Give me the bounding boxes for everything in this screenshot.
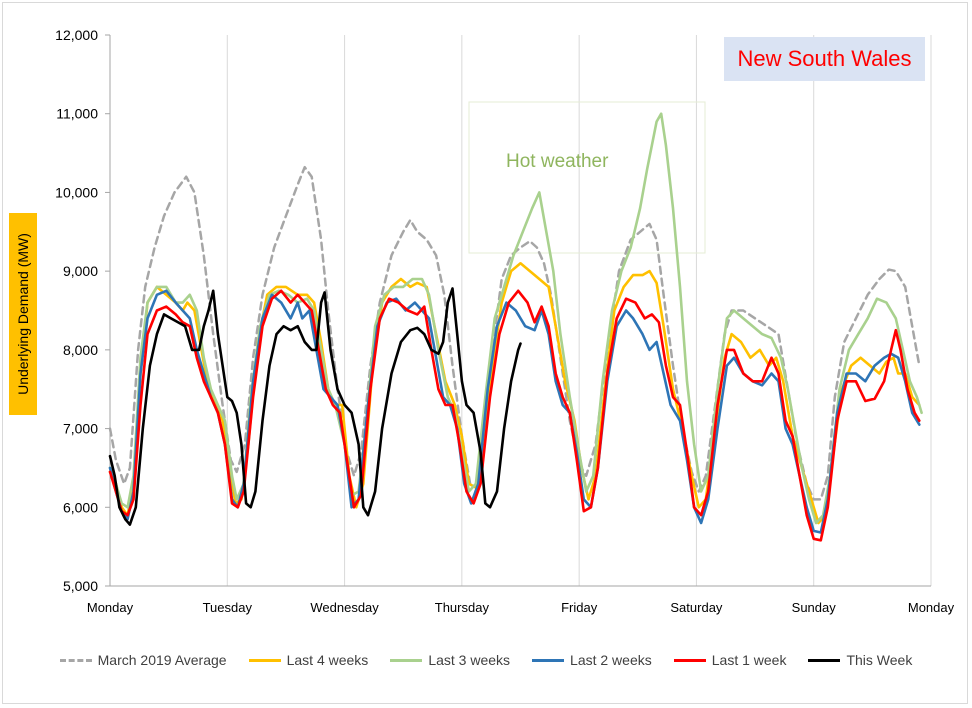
series-line-this-week: [108, 287, 522, 526]
legend-item: This Week: [808, 652, 912, 668]
x-tick-label: Wednesday: [310, 600, 379, 615]
axes: Monday Tuesday Wednesday Thursday Friday Satu…: [55, 27, 954, 615]
legend-item: Last 1 week: [673, 652, 787, 668]
y-tick-label: 7,000: [63, 421, 98, 437]
x-tick-label: Thursday: [435, 600, 490, 615]
x-tick-label: Friday: [561, 600, 598, 615]
legend-swatch: [59, 658, 92, 662]
y-tick-label: 10,000: [55, 184, 98, 200]
series-line-march-2019-average: [108, 165, 921, 501]
legend: March 2019 Average Last 4 weeks Last 3 wee…: [0, 648, 972, 672]
legend-label: This Week: [846, 652, 913, 668]
y-tick-label: 11,000: [56, 106, 98, 122]
y-tick-label: 5,000: [63, 578, 98, 594]
legend-swatch: [390, 658, 423, 662]
y-tick-label: 8,000: [63, 342, 98, 358]
y-axis-label-background: [9, 213, 37, 415]
legend-label: Last 1 week: [711, 652, 787, 668]
legend-swatch: [248, 658, 281, 662]
legend-label: Last 3 weeks: [428, 652, 511, 668]
legend-item: Last 4 weeks: [248, 652, 369, 668]
series-line-last-3-weeks: [108, 112, 923, 525]
legend-label: March 2019 Average: [97, 652, 227, 668]
x-tick-label: Monday: [87, 600, 134, 615]
x-tick-label: Tuesday: [203, 600, 253, 615]
legend-item: March 2019 Average: [59, 652, 227, 668]
x-tick-label: Sunday: [792, 600, 837, 615]
y-axis-label: Underlying Demand (MW): [15, 233, 31, 395]
legend-label: Last 2 weeks: [570, 652, 652, 668]
hot-weather-annotation: Hot weather: [506, 151, 609, 172]
legend-swatch: [673, 658, 706, 662]
y-tick-label: 12,000: [55, 27, 98, 43]
series-layer: [108, 112, 923, 542]
x-tick-label: Monday: [908, 600, 955, 615]
legend-item: Last 2 weeks: [532, 652, 652, 668]
legend-swatch: [808, 658, 841, 662]
legend-item: Last 3 weeks: [390, 652, 510, 668]
series-line-last-4-weeks: [108, 262, 921, 525]
y-tick-label: 6,000: [63, 499, 98, 515]
y-tick-label: 9,000: [63, 263, 98, 279]
hot-weather-box: [468, 101, 706, 254]
series-line-last-1-week: [108, 289, 921, 542]
region-badge: New South Wales: [724, 37, 925, 81]
legend-swatch: [532, 658, 565, 662]
legend-label: Last 4 weeks: [286, 652, 369, 668]
x-tick-label: Saturday: [670, 600, 723, 615]
